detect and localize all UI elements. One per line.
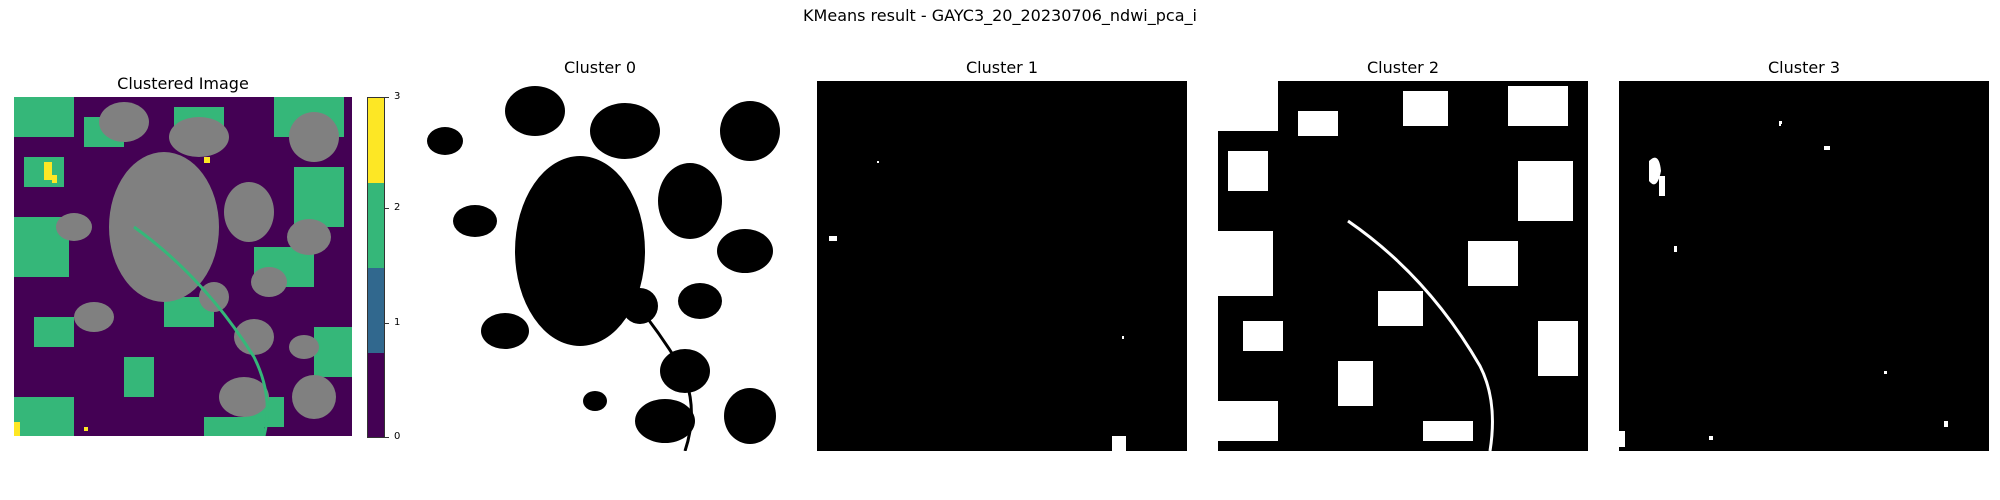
colorbar-tick-1-label: 1	[394, 317, 401, 328]
cluster-1-mask	[817, 81, 1187, 451]
colorbar-tick-2-label: 2	[394, 202, 401, 213]
colorbar-segment-3	[368, 98, 384, 183]
figure-title: KMeans result - GAYC3_20_20230706_ndwi_p…	[803, 6, 1197, 25]
colorbar-tick-3-label: 3	[394, 91, 401, 102]
colorbar-tick-3: 3	[384, 91, 401, 102]
colorbar-tick-0-label: 0	[394, 431, 401, 442]
clustered-image	[14, 97, 352, 436]
cluster-2-mask	[1218, 81, 1588, 451]
colorbar-segment-2	[368, 183, 384, 268]
colorbar-segment-1	[368, 268, 384, 353]
panel-cluster-1-title: Cluster 1	[965, 58, 1039, 77]
panel-cluster-0-title: Cluster 0	[563, 58, 637, 77]
colorbar	[367, 97, 385, 438]
colorbar-tick-0: 0	[384, 431, 401, 442]
panel-clustered-image-title: Clustered Image	[117, 74, 249, 93]
panel-cluster-3-title: Cluster 3	[1767, 58, 1841, 77]
panel-cluster-2-title: Cluster 2	[1366, 58, 1440, 77]
colorbar-segment-0	[368, 353, 384, 437]
colorbar-tick-1: 1	[384, 317, 401, 328]
cluster-0-mask	[415, 81, 785, 451]
cluster-3-mask	[1619, 81, 1989, 451]
colorbar-tick-2: 2	[384, 202, 401, 213]
